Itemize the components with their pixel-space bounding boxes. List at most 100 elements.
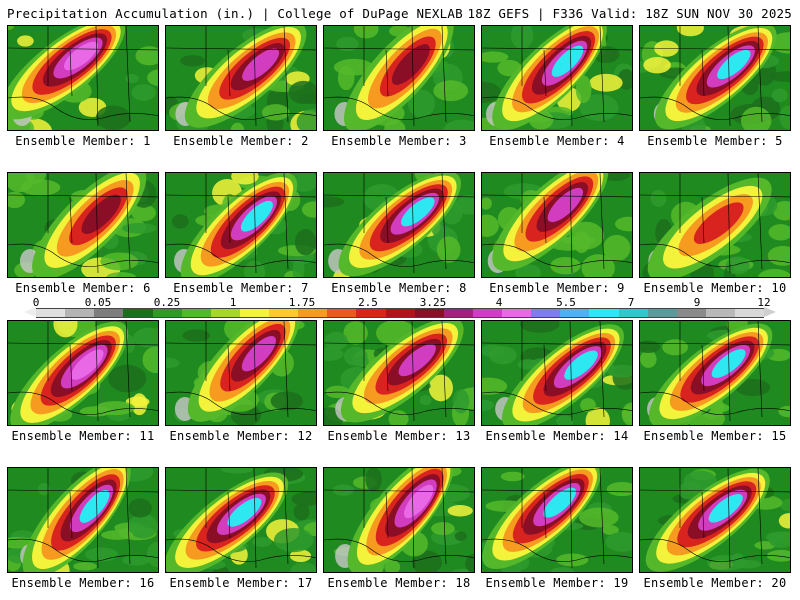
- map-boundary-line: [599, 321, 605, 418]
- map-boundary-line: [441, 173, 447, 270]
- ensemble-panel: [481, 25, 633, 131]
- colorbar-swatch: [385, 309, 415, 317]
- map-boundary-line: [640, 489, 790, 493]
- map-boundary-line: [227, 491, 231, 539]
- map-boundary-line: [69, 491, 73, 539]
- colorbar-swatch: [327, 309, 357, 317]
- ensemble-panel: [481, 172, 633, 278]
- colorbar-tick-label: 0.25: [153, 296, 181, 309]
- map-boundary-line: [125, 26, 131, 123]
- ensemble-panel: [165, 25, 317, 131]
- colorbar-swatch: [414, 309, 444, 317]
- map-boundary-line: [411, 173, 415, 274]
- ensemble-panel: [323, 172, 475, 278]
- colorbar: [36, 308, 765, 318]
- ensemble-member-label: Ensemble Member: 20: [643, 576, 787, 590]
- map-boundary-line: [543, 49, 547, 97]
- map-boundary-line: [283, 173, 289, 270]
- map-boundary-line: [95, 173, 99, 274]
- map-title: Precipitation Accumulation (in.) | Colle…: [7, 6, 463, 21]
- map-boundary-line: [385, 344, 389, 392]
- map-boundary-line: [441, 26, 447, 123]
- map-boundary-line: [757, 173, 763, 270]
- map-boundary-line: [253, 173, 257, 274]
- precip-map: [166, 26, 316, 130]
- map-boundary-line: [95, 321, 99, 422]
- colorbar-swatch: [560, 309, 590, 317]
- ensemble-panel: [639, 172, 791, 278]
- ensemble-panel: [323, 467, 475, 573]
- map-boundary-line: [701, 344, 705, 392]
- map-boundary-line: [727, 468, 731, 569]
- map-boundary-line: [640, 342, 790, 346]
- map-boundary-line: [385, 491, 389, 539]
- colorbar-swatch: [152, 309, 182, 317]
- colorbar-tick-label: 1.75: [288, 296, 316, 309]
- map-boundary-line: [253, 321, 257, 422]
- map-boundary-line: [640, 194, 790, 198]
- precip-map: [482, 321, 632, 425]
- map-boundary-line: [8, 47, 158, 51]
- ensemble-member-label: Ensemble Member: 12: [169, 429, 313, 443]
- colorbar-tick-label: 0.05: [84, 296, 112, 309]
- precip-map: [640, 173, 790, 277]
- map-boundary-line: [599, 173, 605, 270]
- map-boundary-line: [227, 196, 231, 244]
- colorbar-swatch: [676, 309, 706, 317]
- map-boundary-line: [227, 344, 231, 392]
- precip-map: [166, 468, 316, 572]
- map-boundary-line: [701, 49, 705, 97]
- map-boundary-line: [283, 321, 289, 418]
- colorbar-tick-label: 3.25: [419, 296, 447, 309]
- precip-map: [324, 321, 474, 425]
- precip-map: [324, 26, 474, 130]
- map-boundary-line: [324, 47, 474, 51]
- map-boundary-line: [166, 489, 316, 493]
- map-boundary-line: [324, 194, 474, 198]
- colorbar-tick-label: 0: [32, 296, 40, 309]
- precip-map: [640, 321, 790, 425]
- map-boundary-line: [482, 342, 632, 346]
- ensemble-panel: [165, 467, 317, 573]
- map-boundary-line: [411, 468, 415, 569]
- ensemble-panel: [639, 320, 791, 426]
- colorbar-tick-label: 2.5: [358, 296, 378, 309]
- precip-map: [324, 468, 474, 572]
- map-boundary-line: [8, 342, 158, 346]
- map-boundary-line: [283, 26, 289, 123]
- map-boundary-line: [599, 468, 605, 565]
- ensemble-panel: [165, 320, 317, 426]
- map-boundary-line: [385, 49, 389, 97]
- map-boundary-line: [95, 468, 99, 569]
- map-boundary-line: [8, 489, 158, 493]
- colorbar-swatch: [589, 309, 619, 317]
- ensemble-member-label: Ensemble Member: 2: [173, 134, 309, 148]
- map-boundary-line: [95, 26, 99, 127]
- map-boundary-line: [8, 194, 158, 198]
- map-boundary-line: [482, 47, 632, 51]
- map-boundary-line: [441, 321, 447, 418]
- colorbar-swatch: [705, 309, 735, 317]
- map-boundary-line: [482, 489, 632, 493]
- map-boundary-line: [569, 173, 573, 274]
- colorbar-tick-label: 1: [229, 296, 237, 309]
- colorbar-right-arrow: [764, 307, 776, 317]
- colorbar-tick-label: 9: [693, 296, 701, 309]
- ensemble-panel: [7, 467, 159, 573]
- colorbar-swatch: [239, 309, 269, 317]
- map-boundary-line: [283, 468, 289, 565]
- map-boundary-line: [69, 344, 73, 392]
- ensemble-member-label: Ensemble Member: 7: [173, 281, 309, 295]
- color-scale-legend: 0 0.05 0.25 1 1.75 2.5 3.25 4 5.5 7 9 12: [0, 296, 800, 320]
- colorbar-tick-label: 5.5: [556, 296, 576, 309]
- ensemble-member-label: Ensemble Member: 16: [11, 576, 155, 590]
- ensemble-member-label: Ensemble Member: 9: [489, 281, 625, 295]
- map-boundary-line: [569, 468, 573, 569]
- colorbar-swatch: [735, 309, 765, 317]
- map-boundary-line: [253, 468, 257, 569]
- ensemble-member-label: Ensemble Member: 4: [489, 134, 625, 148]
- precip-map: [482, 468, 632, 572]
- ensemble-panel: [7, 172, 159, 278]
- map-boundary-line: [640, 47, 790, 51]
- map-boundary-line: [324, 342, 474, 346]
